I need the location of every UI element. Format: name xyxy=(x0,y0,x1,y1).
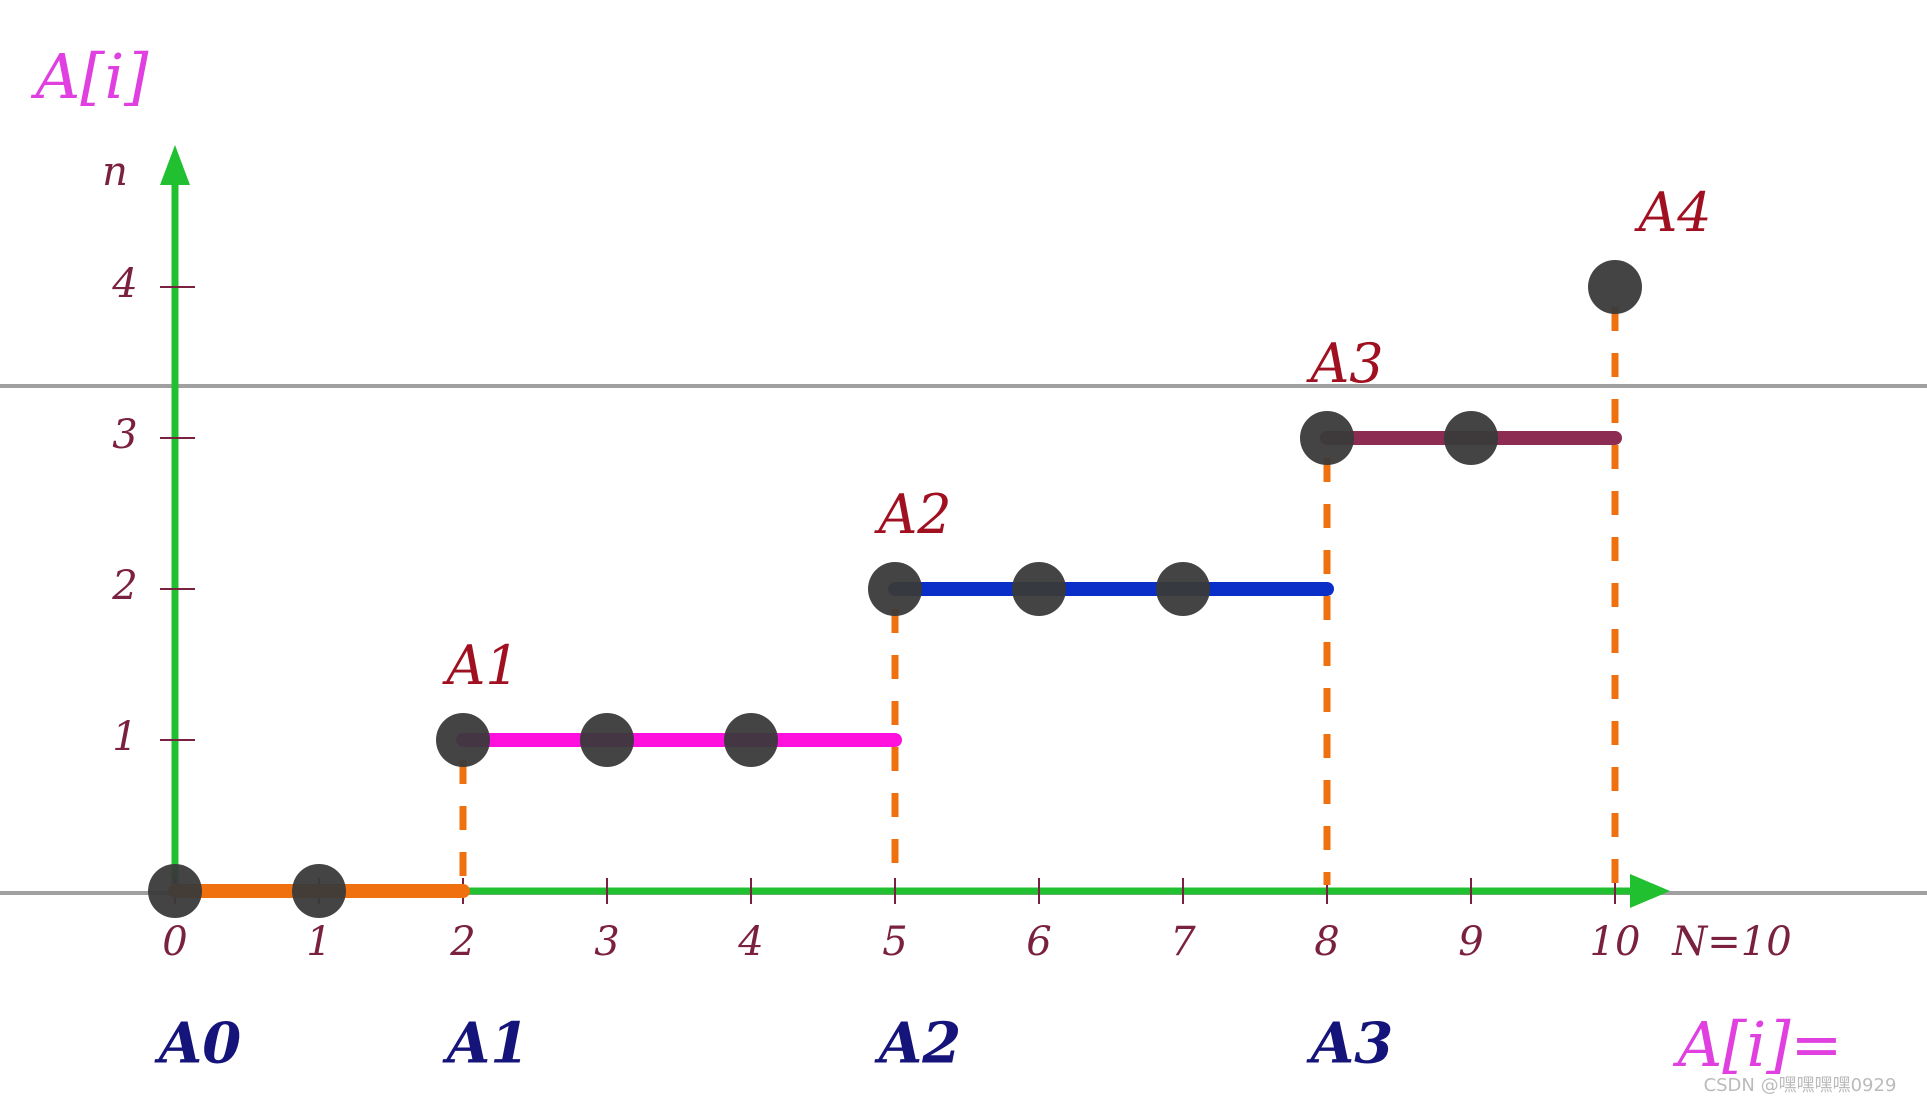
n-label: N=10 xyxy=(1671,919,1791,965)
point xyxy=(436,713,490,767)
point xyxy=(1156,562,1210,616)
x-tick-label: 3 xyxy=(594,919,619,965)
x-tick-label: 4 xyxy=(737,919,763,965)
point xyxy=(1444,411,1498,465)
x-tick-label: 9 xyxy=(1458,919,1483,965)
y-tick-label: 4 xyxy=(111,261,137,307)
y-tick-label: 1 xyxy=(112,714,137,760)
point xyxy=(724,713,778,767)
point xyxy=(1012,562,1066,616)
level-label: A4 xyxy=(1633,181,1711,244)
x-tick-label: 7 xyxy=(1170,919,1196,965)
point xyxy=(868,562,922,616)
group-label: A2 xyxy=(874,1011,961,1077)
y-tick-label: 3 xyxy=(112,412,137,458)
point xyxy=(148,864,202,918)
point xyxy=(1300,411,1354,465)
x-tick-label: 6 xyxy=(1026,919,1051,965)
x-tick-label: 10 xyxy=(1590,919,1641,965)
y-tick-label: 2 xyxy=(111,563,137,609)
y-arrow xyxy=(160,145,190,185)
x-tick-label: 8 xyxy=(1314,919,1339,965)
point xyxy=(580,713,634,767)
x-tick-label: 0 xyxy=(162,919,187,965)
x-arrow xyxy=(1630,874,1670,908)
group-label: A3 xyxy=(1306,1011,1393,1077)
x-tick-label: 1 xyxy=(306,919,331,965)
point xyxy=(292,864,346,918)
level-label: A2 xyxy=(873,483,951,546)
group-label: A0 xyxy=(154,1011,241,1077)
x-tick-label: 5 xyxy=(882,919,907,965)
level-label: A3 xyxy=(1305,332,1383,395)
result-label: A[i]= xyxy=(1673,1008,1843,1081)
level-label: A1 xyxy=(441,634,519,697)
y-variable: n xyxy=(102,149,128,195)
group-label: A1 xyxy=(442,1011,529,1077)
y-axis-title: A[i] xyxy=(31,40,150,113)
x-tick-label: 2 xyxy=(449,919,475,965)
watermark: CSDN @嘿嘿嘿嘿0929 xyxy=(1704,1075,1897,1096)
point xyxy=(1588,260,1642,314)
